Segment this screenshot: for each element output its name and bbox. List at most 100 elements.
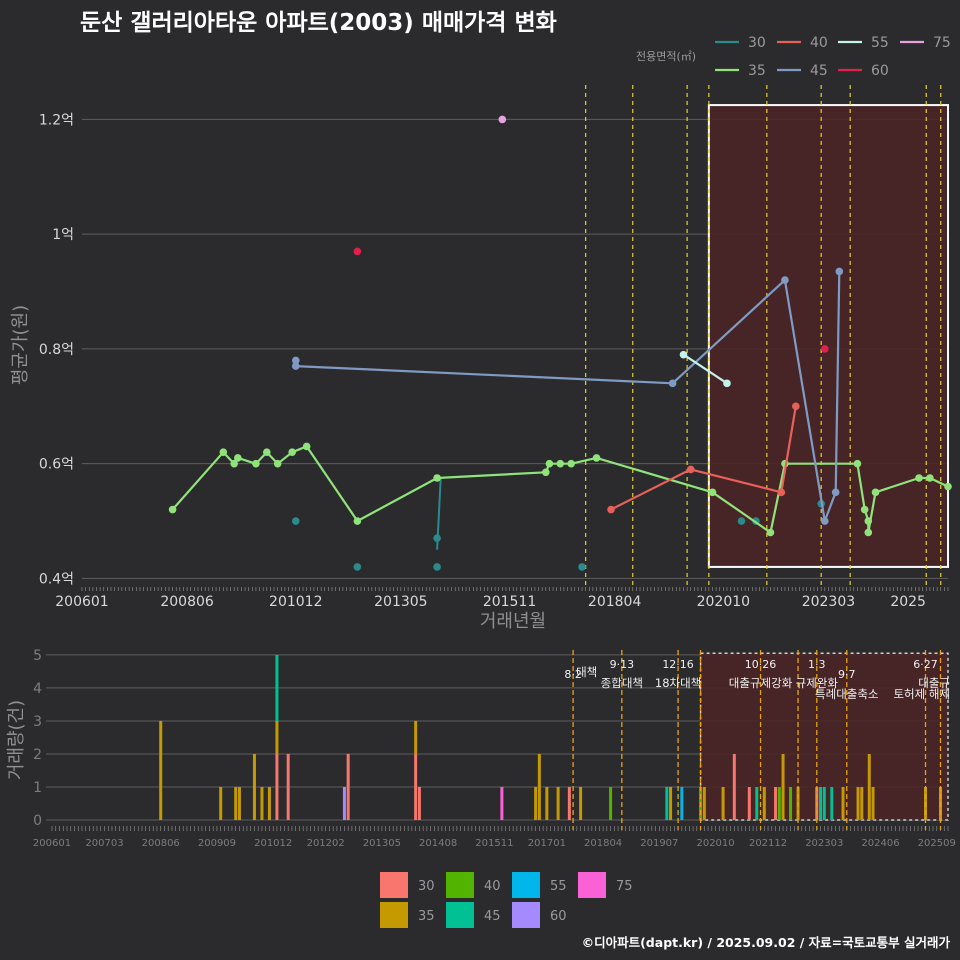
volume-bar-2020-07 (702, 786, 706, 820)
x-tick-label: 202303 (802, 594, 855, 610)
volume-bar-2017-10 (579, 786, 583, 820)
bottom-legend-item-60: 60 (512, 902, 567, 928)
data-point-60 (821, 345, 829, 353)
volume-bar-2024-01 (860, 786, 864, 820)
volume-bar-segment-45 (822, 786, 826, 820)
volume-bar-2016-11 (537, 753, 541, 820)
data-point-35 (871, 488, 880, 497)
volume-bar-2019-09 (665, 786, 669, 820)
data-point-35 (860, 505, 869, 514)
data-point-35 (541, 468, 550, 477)
volume-x-tick-label: 201701 (528, 838, 566, 849)
volume-bar-segment-35 (534, 786, 538, 820)
data-point-30 (578, 563, 586, 571)
volume-x-tick-label: 201511 (475, 838, 513, 849)
volume-bar-segment-55 (680, 786, 684, 820)
series-35 (168, 442, 952, 537)
volume-bar-2024-04 (871, 786, 875, 820)
event-label: 대출규 (918, 676, 950, 690)
volume-bar-2016-01 (500, 786, 504, 820)
bottom-legend-item-55: 55 (512, 872, 567, 898)
bottom-legend-swatch (512, 902, 540, 928)
volume-x-tick-label: 201305 (363, 838, 401, 849)
volume-bar-2017-07 (567, 786, 571, 820)
legend-label: 55 (871, 35, 889, 51)
data-point-45 (831, 488, 840, 497)
series-75 (498, 115, 507, 124)
volume-x-tick-label: 201804 (584, 838, 622, 849)
volume-x-tick-label: 201408 (419, 838, 457, 849)
volume-bar-2008-06 (159, 720, 163, 820)
volume-bar-segment-35 (762, 786, 766, 820)
legend-item-35: 35 (715, 63, 766, 79)
volume-bar-segment-30 (732, 753, 736, 820)
data-point-55 (723, 379, 731, 388)
legend-label: 45 (810, 63, 828, 79)
volume-bar-2014-02 (414, 720, 418, 820)
volume-y-axis-title: 거래량(건) (6, 700, 27, 780)
chart-title: 둔산 갤러리아타운 아파트(2003) 매매가격 변화 (80, 10, 557, 36)
series-45 (291, 267, 844, 525)
volume-y-tick-label: 1 (33, 780, 42, 796)
volume-y-tick-label: 2 (33, 747, 42, 763)
volume-bar-2021-11 (762, 786, 766, 820)
volume-bar-segment-35 (871, 786, 875, 820)
legend-item-45: 45 (777, 63, 828, 79)
volume-bar-segment-40 (609, 786, 613, 820)
volume-bar-segment-35 (237, 786, 241, 820)
volume-bar-2012-08 (346, 753, 350, 820)
volume-bar-segment-30 (417, 786, 421, 820)
y-tick-label: 0.8억 (39, 342, 74, 358)
volume-bar-2023-12 (856, 786, 860, 820)
volume-bar-segment-60 (342, 786, 346, 820)
volume-bar-segment-40 (777, 786, 781, 820)
series-line-40 (610, 406, 797, 511)
y-tick-label: 1.2억 (39, 112, 74, 128)
bottom-legend-item-30: 30 (380, 872, 435, 898)
data-point-45 (781, 276, 789, 284)
data-point-55 (679, 350, 688, 359)
y-tick-label: 1억 (52, 227, 74, 243)
volume-bar-2022-03 (777, 786, 781, 820)
data-point-45 (835, 267, 844, 276)
bottom-legend-item-45: 45 (446, 902, 501, 928)
volume-bar-segment-35 (537, 753, 541, 820)
bottom-legend-item-40: 40 (446, 872, 501, 898)
volume-bar-2018-06 (609, 786, 613, 820)
x-tick-label: 200806 (160, 594, 214, 610)
volume-bar-segment-35 (579, 786, 583, 820)
data-point-45 (291, 356, 300, 365)
bottom-legend-label: 55 (550, 879, 567, 894)
event-label: 특례대출축소 (815, 687, 878, 701)
data-point-30 (433, 563, 441, 571)
volume-x-tick-label: 202303 (805, 838, 843, 849)
volume-bar-2017-01 (545, 786, 549, 820)
volume-bar-segment-35 (669, 786, 673, 820)
event-date-label: 12·16 (662, 658, 694, 671)
credit-text: ©디아파트(dapt.kr) / 2025.09.02 / 자료=국토교통부 실… (582, 935, 951, 950)
volume-x-tick-label: 200601 (33, 838, 71, 849)
legend-item-60: 60 (838, 63, 889, 79)
volume-bar-segment-30 (346, 753, 350, 820)
volume-bar-2010-07 (252, 753, 256, 820)
bottom-legend-swatch (380, 872, 408, 898)
series-30 (291, 477, 825, 571)
data-point-35 (766, 528, 775, 537)
volume-x-tick-label: 202010 (696, 838, 734, 849)
volume-bar-segment-35 (556, 786, 560, 820)
volume-bar-2022-04 (781, 753, 785, 820)
data-point-40 (607, 505, 615, 514)
volume-y-tick-label: 3 (33, 714, 42, 730)
volume-bar-2019-10 (669, 786, 673, 820)
legend-label: 30 (748, 35, 766, 51)
event-date-label: 8·2 (564, 668, 582, 681)
volume-bar-segment-30 (567, 786, 571, 820)
volume-bar-2023-02 (819, 786, 823, 820)
bottom-legend-swatch (380, 902, 408, 928)
volume-bar-segment-35 (867, 753, 871, 820)
bottom-legend-label: 75 (616, 879, 633, 894)
data-point-35 (708, 488, 717, 497)
data-point-35 (853, 459, 862, 468)
bottom-legend-label: 60 (550, 909, 567, 924)
volume-bar-segment-35 (234, 786, 238, 820)
